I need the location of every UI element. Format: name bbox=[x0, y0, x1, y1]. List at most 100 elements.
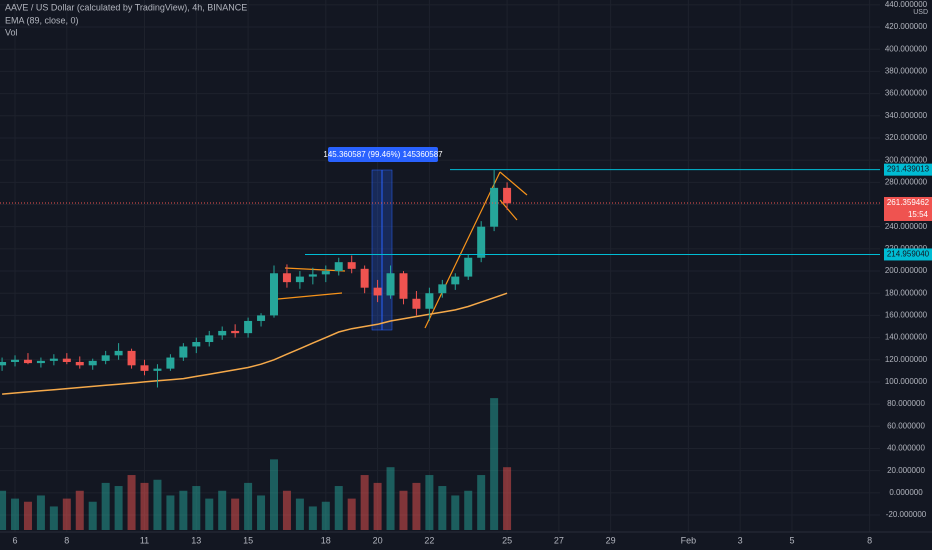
volume-bar bbox=[192, 486, 201, 530]
level-label: 291.439013 bbox=[887, 165, 930, 174]
candle-body bbox=[321, 271, 330, 275]
candle-body bbox=[244, 320, 253, 334]
candle-body bbox=[75, 361, 84, 366]
x-tick-label: 20 bbox=[373, 535, 383, 545]
volume-bar bbox=[153, 479, 162, 530]
x-tick-label: 29 bbox=[606, 535, 616, 545]
candle-body bbox=[503, 187, 512, 204]
x-tick-label: 6 bbox=[13, 535, 18, 545]
measure-label: 145.360587 (99.46%) 145360587 bbox=[323, 150, 443, 159]
candle-body bbox=[477, 226, 486, 258]
candle-body bbox=[490, 187, 499, 227]
volume-bar bbox=[23, 501, 32, 530]
volume-bar bbox=[140, 482, 149, 530]
indicator-label: EMA (89, close, 0) bbox=[5, 15, 79, 25]
candle-body bbox=[334, 262, 343, 272]
y-tick-label: 0.000000 bbox=[889, 488, 923, 497]
y-tick-label: 240.000000 bbox=[885, 222, 928, 231]
volume-bar bbox=[334, 486, 343, 530]
level-label: 214.959040 bbox=[887, 250, 930, 259]
candle-body bbox=[282, 273, 291, 283]
candle-body bbox=[218, 330, 227, 336]
candle-body bbox=[360, 268, 369, 288]
countdown: 15:54 bbox=[908, 210, 929, 219]
y-tick-label: 120.000000 bbox=[885, 355, 928, 364]
volume-bar bbox=[49, 506, 58, 530]
currency: USD bbox=[913, 9, 928, 16]
candle-body bbox=[101, 355, 110, 361]
y-tick-label: 340.000000 bbox=[885, 111, 928, 120]
volume-bar bbox=[257, 495, 266, 530]
volume-bar bbox=[464, 490, 473, 530]
volume-bar bbox=[114, 486, 123, 530]
volume-bar bbox=[451, 495, 460, 530]
y-tick-label: 100.000000 bbox=[885, 377, 928, 386]
trend-line bbox=[424, 171, 501, 329]
trend-line bbox=[277, 292, 343, 300]
y-tick-label: 300.000000 bbox=[885, 155, 928, 164]
candle-body bbox=[0, 361, 7, 366]
volume-bar bbox=[412, 482, 421, 530]
volume-bar bbox=[0, 490, 7, 530]
y-tick-label: 380.000000 bbox=[885, 67, 928, 76]
volume-bar bbox=[503, 467, 512, 530]
candle-body bbox=[166, 357, 175, 369]
level-tag bbox=[884, 248, 932, 261]
y-tick-label: -20.000000 bbox=[886, 510, 927, 519]
volume-bar bbox=[399, 490, 408, 530]
volume-bar bbox=[269, 459, 278, 530]
volume-bar bbox=[373, 482, 382, 530]
y-tick-label: 160.000000 bbox=[885, 311, 928, 320]
x-tick-label: 8 bbox=[867, 535, 872, 545]
volume-bar bbox=[205, 498, 214, 530]
volume-bar bbox=[101, 482, 110, 530]
y-tick-label: 400.000000 bbox=[885, 44, 928, 53]
x-tick-label: Feb bbox=[681, 535, 697, 545]
candle-body bbox=[373, 287, 382, 296]
volume-bar bbox=[477, 475, 486, 530]
x-tick-label: 8 bbox=[64, 535, 69, 545]
candle-body bbox=[153, 368, 162, 371]
candle-body bbox=[23, 359, 32, 364]
candle-body bbox=[114, 350, 123, 356]
volume-bar bbox=[295, 498, 304, 530]
candle-body bbox=[179, 346, 188, 358]
volume-bar bbox=[321, 501, 330, 530]
y-tick-label: 320.000000 bbox=[885, 133, 928, 142]
candle-body bbox=[49, 358, 58, 361]
volume-bar bbox=[218, 490, 227, 530]
x-tick-label: 22 bbox=[424, 535, 434, 545]
volume-bar bbox=[75, 490, 84, 530]
candle-body bbox=[308, 274, 317, 277]
candle-body bbox=[412, 298, 421, 309]
candle-body bbox=[62, 358, 71, 362]
y-tick-label: 200.000000 bbox=[885, 266, 928, 275]
trend-line bbox=[499, 199, 518, 221]
y-tick-label: 20.000000 bbox=[887, 466, 925, 475]
volume-bar bbox=[127, 475, 136, 530]
volume-label: Vol bbox=[5, 27, 18, 37]
trend-line bbox=[499, 171, 528, 196]
y-tick-label: 40.000000 bbox=[887, 444, 925, 453]
volume-bar bbox=[244, 482, 253, 530]
chart-title: AAVE / US Dollar (calculated by TradingV… bbox=[5, 2, 247, 12]
y-tick-label: 80.000000 bbox=[887, 399, 925, 408]
candle-body bbox=[295, 276, 304, 283]
volume-bar bbox=[438, 486, 447, 530]
candle-body bbox=[36, 360, 45, 364]
candle-body bbox=[11, 359, 20, 362]
candle-body bbox=[399, 273, 408, 299]
candle-body bbox=[464, 257, 473, 277]
y-tick-label: 180.000000 bbox=[885, 288, 928, 297]
last-price-tag bbox=[884, 196, 932, 221]
x-tick-label: 13 bbox=[191, 535, 201, 545]
x-tick-label: 25 bbox=[502, 535, 512, 545]
volume-bar bbox=[166, 495, 175, 530]
candle-body bbox=[231, 330, 240, 334]
volume-bar bbox=[386, 467, 395, 530]
volume-bar bbox=[360, 475, 369, 530]
candle-body bbox=[88, 360, 97, 366]
ema-line bbox=[2, 292, 508, 395]
y-tick-label: 440.000000 bbox=[885, 0, 928, 9]
